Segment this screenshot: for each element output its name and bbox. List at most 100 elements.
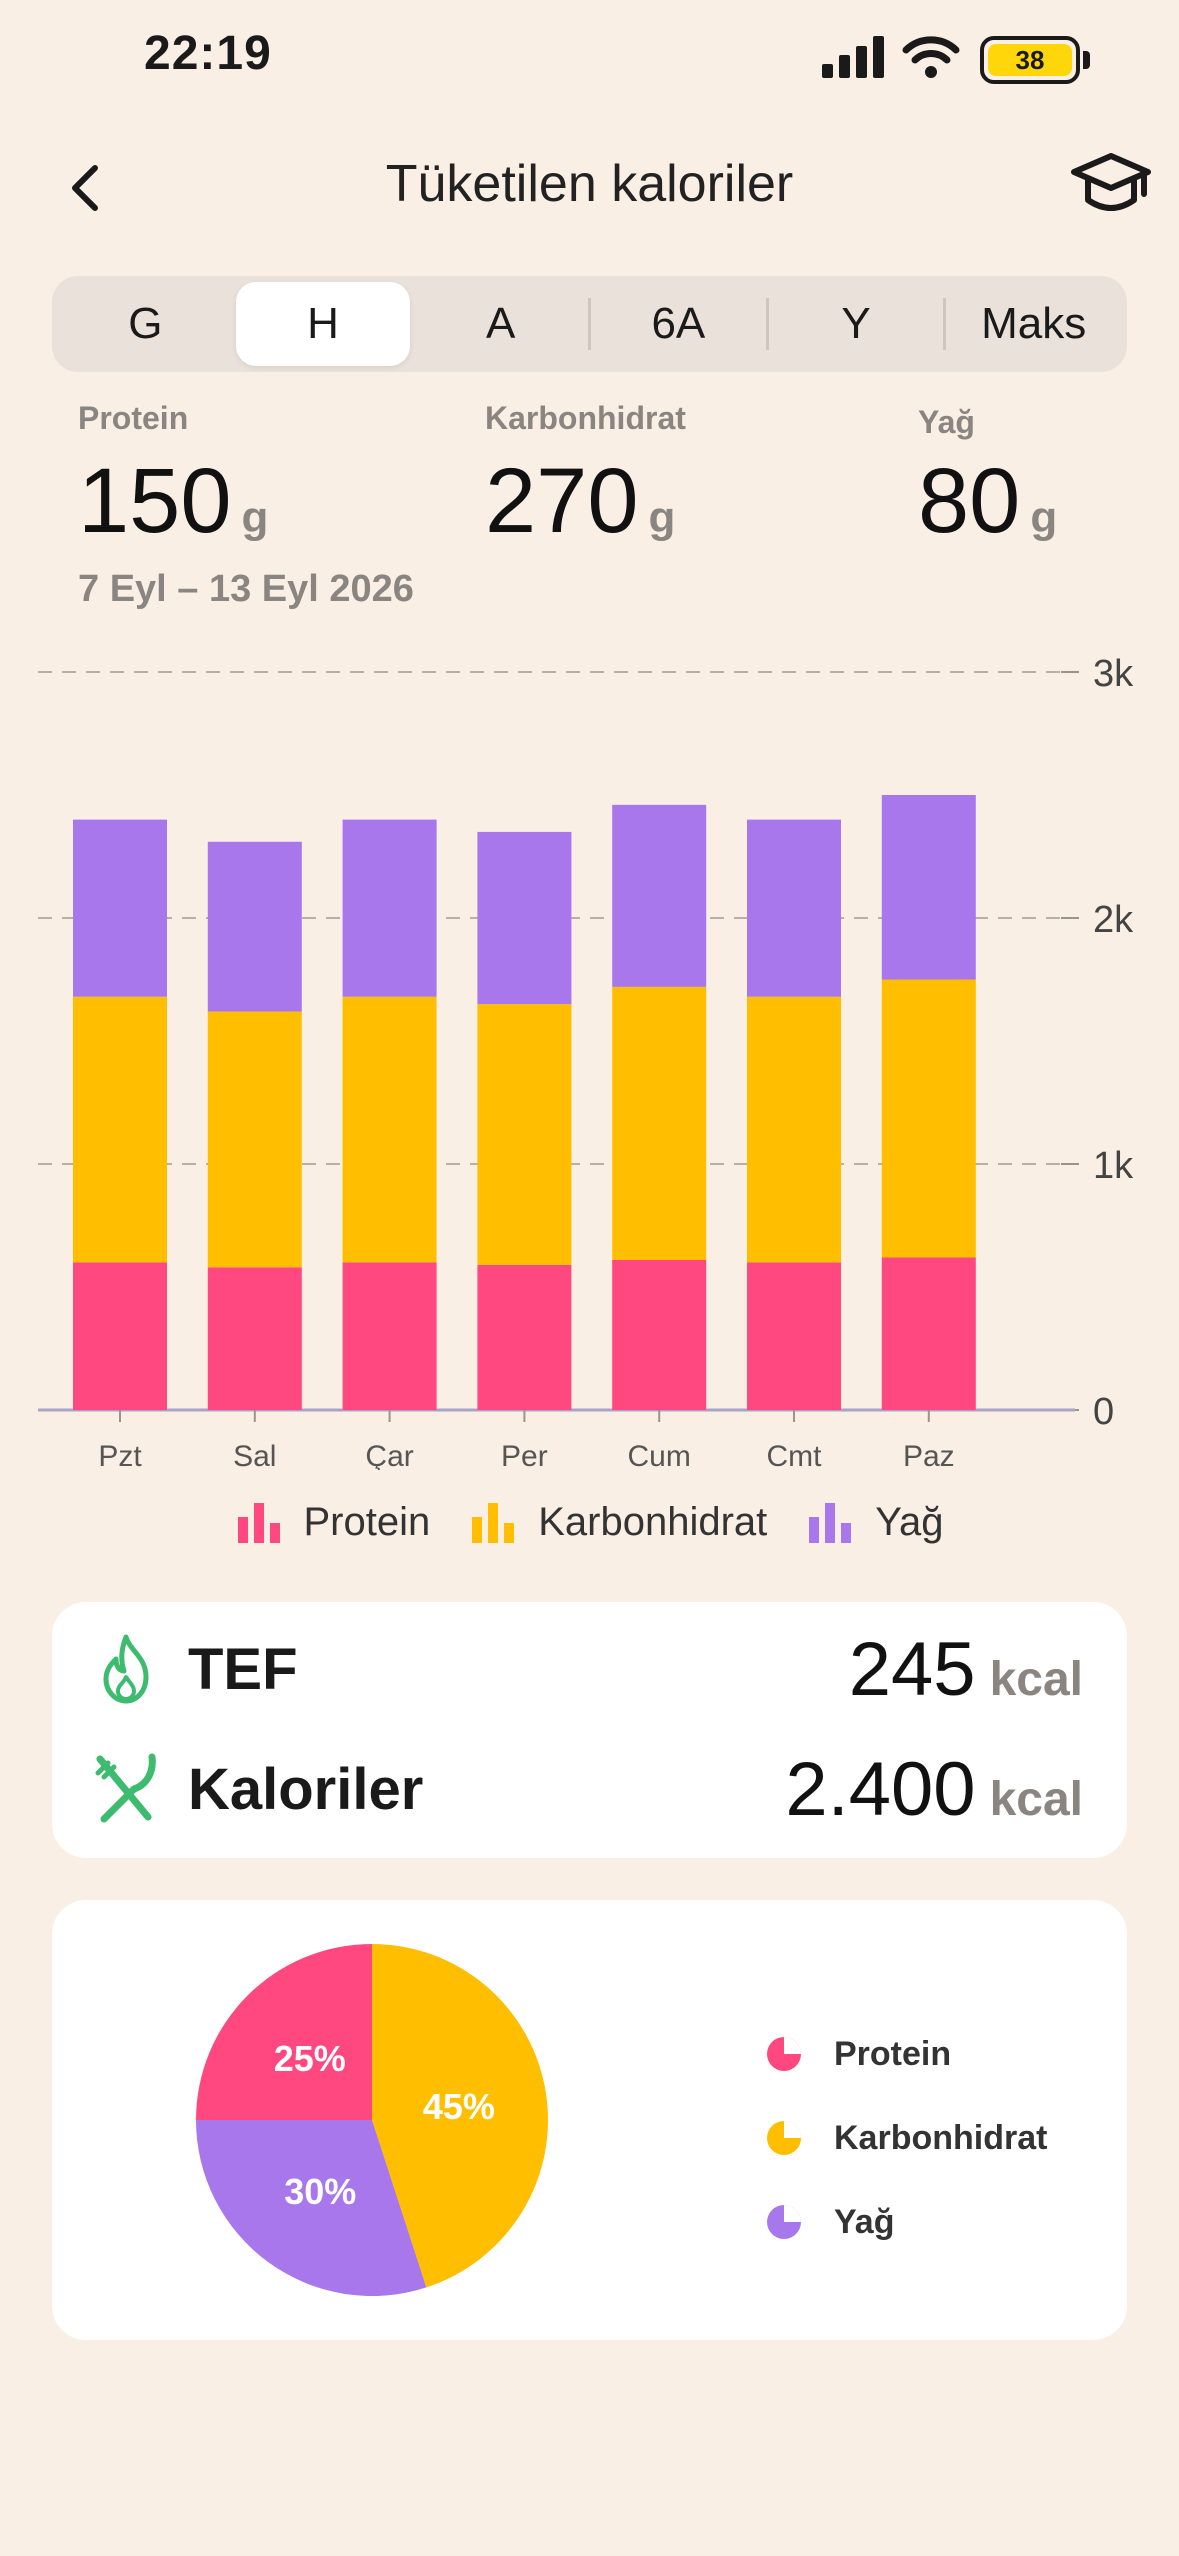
fork-knife-icon	[95, 1753, 156, 1823]
bar-chart-icon	[237, 1502, 280, 1543]
battery-level: 38	[988, 44, 1072, 76]
status-time: 22:19	[144, 27, 272, 80]
bar-protein-paz[interactable]	[881, 1257, 976, 1410]
bar-yağ-paz[interactable]	[881, 795, 976, 980]
tab-divider	[588, 298, 592, 350]
calories-value: 2.400	[785, 1746, 976, 1832]
bar-karbonhidrat-per[interactable]	[477, 1004, 572, 1265]
macro-fat-value: 80 g	[918, 450, 1058, 552]
y-tick-label: 3k	[1093, 653, 1134, 695]
pie-legend-protein: Protein	[764, 2012, 1047, 2096]
bar-protein-cmt[interactable]	[747, 1262, 841, 1410]
wifi-icon	[902, 36, 960, 78]
tab-divider	[765, 298, 769, 350]
macro-carb-label: Karbonhidrat	[485, 400, 686, 436]
pie-slice-protein[interactable]	[196, 1944, 372, 2120]
bar-chart-icon	[809, 1502, 852, 1543]
calories-unit: kcal	[989, 1772, 1083, 1826]
x-tick-label: Cum	[628, 1440, 691, 1470]
legend-fat: Yağ	[807, 1500, 944, 1545]
signal-icon	[822, 36, 884, 78]
calories-row: Kaloriler 2.400 kcal	[94, 1744, 1083, 1834]
y-tick-label: 1k	[1093, 1145, 1134, 1187]
page-title: Tüketilen kaloriler	[385, 155, 794, 213]
macro-carb-value: 270 g	[485, 450, 676, 552]
bar-yağ-sal[interactable]	[207, 841, 302, 1012]
macro-protein-value: 150 g	[78, 450, 269, 552]
bar-yağ-pzt[interactable]	[73, 819, 167, 997]
period-selector: G H A 6A Y Maks	[52, 276, 1127, 372]
pie-slice-karbonhidrat[interactable]	[372, 1944, 548, 2288]
bar-karbonhidrat-paz[interactable]	[881, 979, 976, 1258]
date-range: 7 Eyl – 13 Eyl 2026	[78, 568, 414, 610]
pie-slice-yağ[interactable]	[196, 2120, 427, 2296]
chevron-left-icon	[72, 165, 98, 211]
y-tick-label: 0	[1093, 1391, 1114, 1433]
legend-carb-label: Karbonhidrat	[538, 1500, 768, 1544]
pie-legend-carb-label: Karbonhidrat	[834, 2118, 1048, 2157]
macro-pie-chart: 25% 45% 30%	[196, 1944, 548, 2296]
tef-label: TEF	[188, 1636, 298, 1702]
pie-legend-fat-label: Yağ	[834, 2202, 895, 2241]
macro-protein: Protein 150 g	[78, 400, 268, 547]
legend-protein-label: Protein	[303, 1500, 431, 1544]
bar-yağ-cmt[interactable]	[747, 819, 841, 997]
tab-divider	[943, 298, 947, 350]
status-bar: 22:19 38	[0, 0, 1179, 120]
x-tick-label: Sal	[233, 1440, 276, 1470]
tab-6-months[interactable]: 6A	[651, 299, 706, 348]
graduation-cap-icon	[1071, 153, 1151, 211]
calorie-bar-chart: 0 1k 2k 3k Pzt Sal Çar Per Cum Cmt Paz	[38, 653, 1134, 1470]
bar-yağ-cum[interactable]	[612, 804, 707, 987]
macro-carb: Karbonhidrat 270 g	[485, 400, 686, 547]
bar-protein-pzt[interactable]	[73, 1262, 167, 1410]
legend-carb: Karbonhidrat	[470, 1500, 767, 1545]
bar-chart-icon	[472, 1502, 515, 1543]
bar-karbonhidrat-pzt[interactable]	[73, 996, 167, 1263]
calories-label: Kaloriler	[188, 1756, 424, 1822]
chart-legend: Protein Karbonhidrat Yağ	[0, 1500, 1179, 1545]
tef-value: 245	[848, 1626, 976, 1712]
tab-max[interactable]: Maks	[981, 299, 1087, 348]
tef-unit: kcal	[989, 1652, 1083, 1706]
pie-label: 45%	[423, 2086, 495, 2127]
flame-icon	[103, 1634, 149, 1704]
bar-karbonhidrat-sal[interactable]	[207, 1011, 302, 1268]
bar-protein-cum[interactable]	[612, 1259, 707, 1410]
bar-protein-per[interactable]	[477, 1264, 572, 1410]
bar-yağ-per[interactable]	[477, 831, 572, 1005]
pie-chart-icon	[767, 2205, 801, 2239]
x-tick-label: Pzt	[98, 1440, 142, 1470]
legend-protein: Protein	[236, 1500, 431, 1545]
tab-year[interactable]: Y	[841, 299, 871, 348]
x-tick-label: Çar	[365, 1440, 413, 1470]
bar-protein-çar[interactable]	[342, 1262, 437, 1410]
pie-chart-icon	[767, 2121, 801, 2155]
macro-fat-label: Yağ	[918, 404, 975, 440]
tab-week[interactable]: H	[235, 282, 411, 366]
learn-button[interactable]	[1070, 150, 1152, 222]
pie-legend-protein-label: Protein	[834, 2034, 952, 2073]
bar-yağ-çar[interactable]	[342, 819, 437, 997]
bar-karbonhidrat-cum[interactable]	[612, 986, 707, 1260]
bar-protein-sal[interactable]	[207, 1267, 302, 1410]
macro-distribution-card: 25% 45% 30% Protein Karbonhidrat Yağ	[52, 1900, 1127, 2340]
energy-stats-card: TEF 245 kcal Kaloriler 2.400 kcal	[52, 1602, 1127, 1858]
back-button[interactable]	[60, 158, 110, 218]
bar-karbonhidrat-çar[interactable]	[342, 996, 437, 1263]
x-tick-label: Per	[501, 1440, 548, 1470]
tab-month[interactable]: A	[486, 299, 516, 348]
pie-label: 30%	[284, 2171, 356, 2212]
legend-fat-label: Yağ	[875, 1500, 944, 1544]
pie-chart-icon	[767, 2037, 801, 2071]
y-tick-label: 2k	[1093, 899, 1134, 941]
tef-row: TEF 245 kcal	[94, 1624, 1083, 1714]
pie-label: 25%	[274, 2038, 346, 2079]
pie-legend: Protein Karbonhidrat Yağ	[764, 2012, 1047, 2264]
bar-karbonhidrat-cmt[interactable]	[747, 996, 841, 1263]
pie-legend-carb: Karbonhidrat	[764, 2096, 1047, 2180]
macro-protein-label: Protein	[78, 400, 189, 436]
macro-fat: Yağ 80 g	[918, 404, 1057, 547]
tab-day[interactable]: G	[128, 299, 163, 348]
battery-icon: 38	[980, 36, 1090, 84]
